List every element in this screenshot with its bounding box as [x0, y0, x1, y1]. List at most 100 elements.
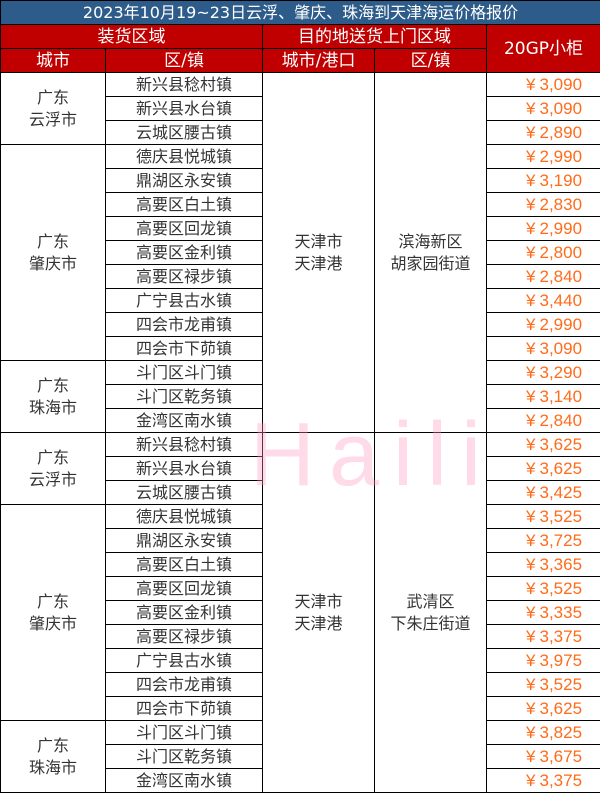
- price-cell: ¥2,830: [485, 192, 600, 217]
- currency-symbol: ¥: [526, 626, 536, 646]
- table-row: 金湾区南水镇 ¥3,375: [1, 768, 600, 793]
- currency-symbol: ¥: [526, 722, 536, 742]
- town-cell: 德庆县悦城镇: [105, 504, 263, 529]
- currency-symbol: ¥: [526, 650, 536, 670]
- currency-symbol: ¥: [526, 338, 536, 358]
- price-cell: ¥3,825: [485, 720, 600, 745]
- town-cell: 四会市下茆镇: [105, 336, 263, 361]
- price-cell: ¥3,625: [485, 696, 600, 721]
- table-row: 斗门区乾务镇 ¥3,140: [1, 384, 600, 409]
- town-cell: 高要区回龙镇: [105, 216, 263, 241]
- price-value: 3,625: [539, 434, 583, 454]
- table-row: 鼎湖区永安镇 ¥3,725: [1, 528, 600, 553]
- price-value: 3,090: [539, 98, 583, 118]
- table-row: 广宁县古水镇 ¥3,975: [1, 648, 600, 673]
- town-cell: 四会市龙甫镇: [105, 312, 263, 337]
- dest-city-cell: 天津市 天津港: [262, 72, 375, 433]
- town-cell: 四会市下茆镇: [105, 696, 263, 721]
- town-cell: 鼎湖区永安镇: [105, 168, 263, 193]
- city-cell: 广东 云浮市: [0, 72, 106, 145]
- price-value: 2,990: [539, 218, 583, 238]
- price-value: 3,090: [539, 74, 583, 94]
- price-cell: ¥3,425: [485, 480, 600, 505]
- price-value: 3,625: [539, 458, 583, 478]
- price-value: 2,830: [539, 194, 583, 214]
- table-row: 新兴县水台镇 ¥3,090: [1, 96, 600, 121]
- town-cell: 新兴县稔村镇: [105, 432, 263, 457]
- price-value: 2,840: [539, 266, 583, 286]
- price-value: 3,440: [539, 290, 583, 310]
- price-cell: ¥3,335: [485, 600, 600, 625]
- town-cell: 斗门区斗门镇: [105, 720, 263, 745]
- header-dest-town: 区/镇: [374, 48, 487, 73]
- header-city: 城市: [0, 48, 106, 73]
- town-cell: 金湾区南水镇: [105, 768, 263, 793]
- price-cell: ¥3,675: [485, 744, 600, 769]
- price-value: 3,675: [539, 746, 583, 766]
- dest-town-cell: 武清区 下朱庄街道: [374, 432, 487, 793]
- table-row: 广东 云浮市 新兴县稔村镇 天津市 天津港 滨海新区 胡家园街道 ¥3,090: [0, 72, 600, 433]
- table-row: 高要区金利镇 ¥2,800: [1, 240, 600, 265]
- price-cell: ¥3,090: [485, 96, 600, 121]
- town-cell: 高要区禄步镇: [105, 264, 263, 289]
- currency-symbol: ¥: [526, 122, 536, 142]
- price-cell: ¥3,375: [485, 624, 600, 649]
- price-cell: ¥3,375: [485, 768, 600, 793]
- currency-symbol: ¥: [526, 386, 536, 406]
- header-city-port: 城市/港口: [262, 48, 375, 73]
- price-value: 3,525: [539, 506, 583, 526]
- price-value: 2,990: [539, 146, 583, 166]
- price-value: 3,975: [539, 650, 583, 670]
- price-value: 3,525: [539, 578, 583, 598]
- price-cell: ¥3,525: [485, 576, 600, 601]
- table-row: 广宁县古水镇 ¥3,440: [1, 288, 600, 313]
- price-value: 3,090: [539, 338, 583, 358]
- currency-symbol: ¥: [526, 698, 536, 718]
- currency-symbol: ¥: [526, 674, 536, 694]
- price-value: 3,525: [539, 674, 583, 694]
- price-value: 3,290: [539, 362, 583, 382]
- price-cell: ¥3,090: [485, 72, 600, 97]
- price-cell: ¥3,365: [485, 552, 600, 577]
- currency-symbol: ¥: [526, 266, 536, 286]
- town-cell: 四会市龙甫镇: [105, 672, 263, 697]
- currency-symbol: ¥: [526, 434, 536, 454]
- city-cell: 广东 肇庆市: [0, 144, 106, 361]
- town-cell: 广宁县古水镇: [105, 288, 263, 313]
- price-cell: ¥3,290: [485, 360, 600, 385]
- table-row: 斗门区乾务镇 ¥3,675: [1, 744, 600, 769]
- town-cell: 新兴县水台镇: [105, 96, 263, 121]
- table-row: 鼎湖区永安镇 ¥3,190: [1, 168, 600, 193]
- price-value: 3,375: [539, 770, 583, 790]
- table-row: 金湾区南水镇 ¥2,840: [1, 408, 600, 433]
- price-value: 3,190: [539, 170, 583, 190]
- table-row: 云城区腰古镇 ¥3,425: [1, 480, 600, 505]
- price-value: 2,990: [539, 314, 583, 334]
- currency-symbol: ¥: [526, 290, 536, 310]
- price-cell: ¥3,525: [485, 672, 600, 697]
- price-cell: ¥2,990: [485, 312, 600, 337]
- city-cell: 广东 珠海市: [0, 720, 106, 793]
- price-value: 3,375: [539, 626, 583, 646]
- currency-symbol: ¥: [526, 314, 536, 334]
- table-row: 高要区白土镇 ¥2,830: [1, 192, 600, 217]
- price-value: 3,140: [539, 386, 583, 406]
- currency-symbol: ¥: [526, 74, 536, 94]
- currency-symbol: ¥: [526, 458, 536, 478]
- currency-symbol: ¥: [526, 362, 536, 382]
- town-cell: 高要区金利镇: [105, 240, 263, 265]
- currency-symbol: ¥: [526, 554, 536, 574]
- city-cell: 广东 云浮市: [0, 432, 106, 505]
- dest-town-cell: 滨海新区 胡家园街道: [374, 72, 487, 433]
- table-row: 云城区腰古镇 ¥2,890: [1, 120, 600, 145]
- header-destination-area: 目的地送货上门区域: [262, 24, 487, 49]
- currency-symbol: ¥: [526, 242, 536, 262]
- dest-city-cell: 天津市 天津港: [262, 432, 375, 793]
- currency-symbol: ¥: [526, 170, 536, 190]
- town-cell: 金湾区南水镇: [105, 408, 263, 433]
- town-cell: 新兴县稔村镇: [105, 72, 263, 97]
- town-cell: 德庆县悦城镇: [105, 144, 263, 169]
- price-value: 3,365: [539, 554, 583, 574]
- table-row: 高要区回龙镇 ¥3,525: [1, 576, 600, 601]
